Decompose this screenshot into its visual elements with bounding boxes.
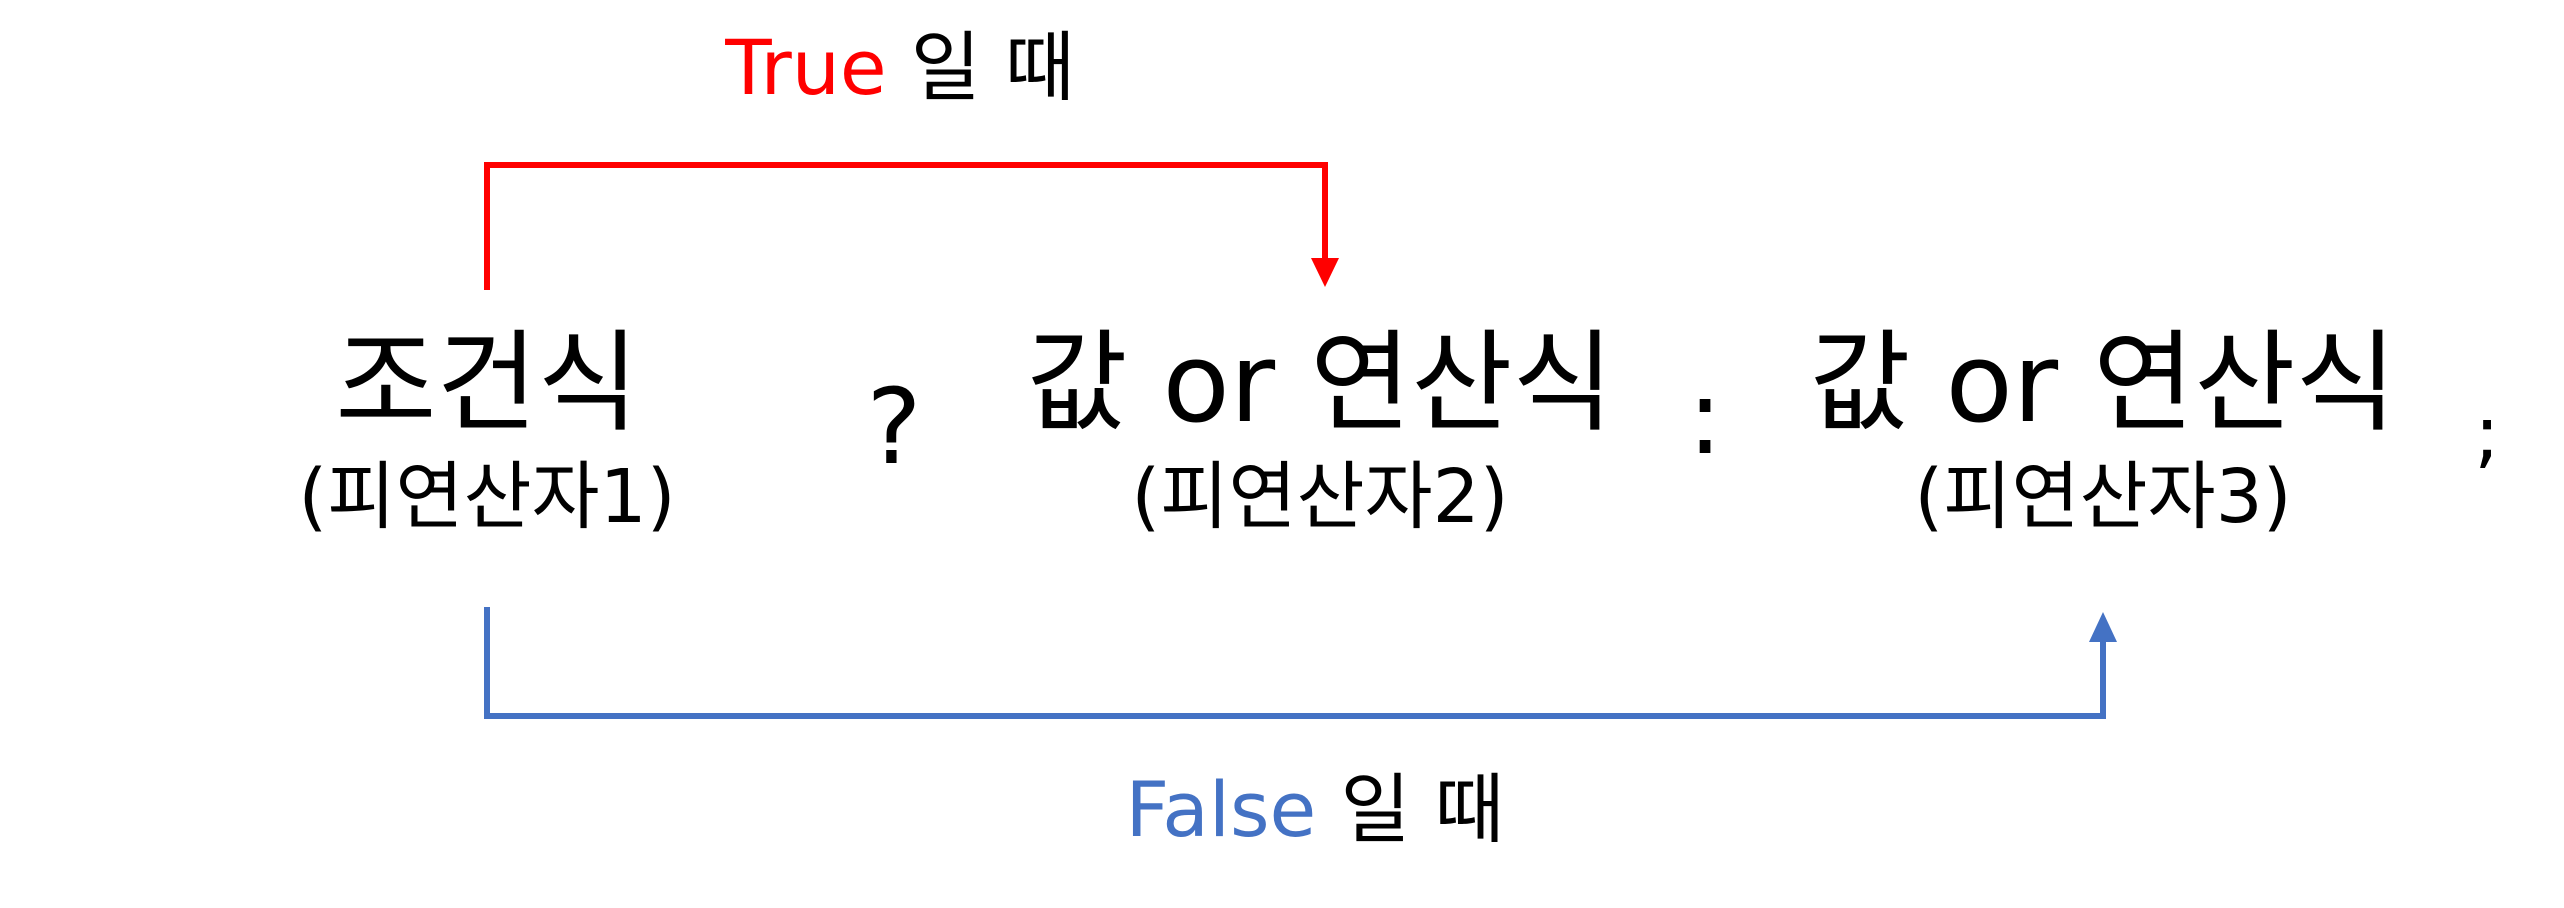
colon-operator: : — [1687, 356, 1723, 478]
true-branch-label: True 일 때 — [725, 30, 1075, 106]
false-branch-arrow — [484, 607, 2106, 719]
false-arrowhead — [2089, 612, 2117, 642]
true-branch-arrow — [484, 162, 1328, 290]
true-arrowhead — [1311, 258, 1339, 287]
question-operator: ? — [866, 366, 922, 488]
operand2-label: 값 or 연산식 — [1026, 319, 1614, 447]
true-keyword: True — [725, 23, 887, 112]
false-keyword: False — [1125, 765, 1317, 854]
operand3-caption: (피연산자3) — [1914, 454, 2292, 540]
operand3-label: 값 or 연산식 — [1809, 319, 2397, 447]
false-label-suffix: 일 때 — [1316, 765, 1505, 854]
false-branch-label: False 일 때 — [1126, 772, 1505, 848]
semicolon-terminator: ; — [2474, 388, 2500, 477]
operand1-label: 조건식 — [335, 319, 639, 447]
operand1-caption: (피연산자1) — [298, 454, 676, 540]
true-label-suffix: 일 때 — [886, 23, 1075, 112]
operand2-caption: (피연산자2) — [1131, 454, 1509, 540]
